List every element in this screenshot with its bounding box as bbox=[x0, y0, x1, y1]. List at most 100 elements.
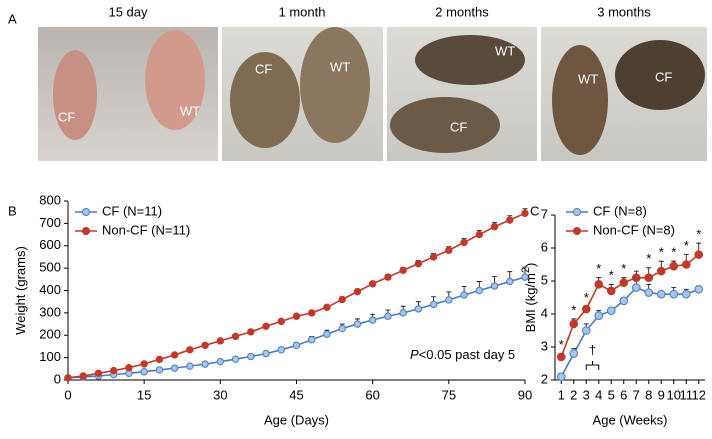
y-axis-label-part: ) bbox=[523, 263, 538, 267]
marker bbox=[429, 253, 438, 261]
marker bbox=[399, 309, 407, 317]
marker bbox=[110, 366, 118, 375]
marker bbox=[619, 296, 629, 306]
marker bbox=[140, 368, 148, 376]
marker bbox=[569, 349, 579, 358]
significance-mark: * bbox=[659, 245, 664, 260]
y-tick-label: 700 bbox=[39, 215, 61, 230]
marker bbox=[631, 283, 641, 292]
y-tick-label: 5 bbox=[541, 272, 548, 287]
marker bbox=[247, 352, 255, 361]
bracket bbox=[585, 361, 600, 370]
x-axis-label: Age (Days) bbox=[264, 412, 329, 427]
x-tick-label: 90 bbox=[518, 387, 532, 402]
marker bbox=[94, 369, 103, 377]
x-tick-label: 30 bbox=[213, 387, 227, 402]
legend-marker bbox=[573, 227, 581, 235]
marker bbox=[201, 360, 209, 368]
marker bbox=[384, 273, 392, 281]
significance-mark: * bbox=[559, 337, 564, 352]
marker bbox=[619, 278, 629, 287]
photo-caption: 3 months bbox=[597, 4, 651, 19]
significance-mark: * bbox=[571, 302, 576, 317]
marker bbox=[445, 246, 453, 254]
marker bbox=[125, 363, 133, 372]
significance-mark: * bbox=[646, 251, 651, 266]
x-tick-label: 0 bbox=[64, 387, 71, 402]
marker bbox=[64, 374, 72, 382]
photo-label: WT bbox=[495, 43, 515, 58]
animal bbox=[145, 30, 205, 130]
photo-label: CF bbox=[450, 119, 467, 134]
marker bbox=[308, 336, 316, 344]
significance-mark: * bbox=[596, 261, 601, 276]
marker bbox=[656, 266, 666, 276]
marker bbox=[292, 312, 301, 320]
marker bbox=[277, 317, 285, 326]
significance-mark: * bbox=[696, 226, 701, 241]
x-tick-label: 8 bbox=[645, 387, 652, 402]
marker bbox=[323, 303, 331, 311]
y-axis-label-part: Weight (grams) bbox=[13, 246, 28, 335]
y-tick-label: 6 bbox=[541, 239, 548, 254]
marker bbox=[262, 322, 270, 330]
marker bbox=[368, 316, 377, 324]
marker bbox=[644, 288, 654, 297]
annotation-part: <0.05 past day 5 bbox=[419, 347, 516, 362]
photo-label: CF bbox=[255, 61, 272, 76]
series-line bbox=[560, 286, 700, 378]
marker bbox=[445, 296, 453, 304]
dagger: † bbox=[589, 342, 596, 357]
marker bbox=[669, 289, 679, 299]
marker bbox=[506, 216, 514, 224]
marker bbox=[429, 300, 438, 309]
significance-mark: * bbox=[621, 261, 626, 276]
legend-label: CF (N=11) bbox=[102, 203, 162, 218]
y-tick-label: 100 bbox=[39, 349, 61, 364]
marker bbox=[656, 289, 666, 299]
legend-marker bbox=[573, 208, 581, 216]
significance-mark: * bbox=[609, 268, 614, 283]
y-tick-label: 500 bbox=[39, 260, 61, 275]
marker bbox=[186, 362, 194, 370]
marker bbox=[460, 238, 468, 247]
series-line bbox=[560, 253, 700, 358]
x-tick-label: 10 bbox=[667, 387, 681, 402]
x-tick-label: 3 bbox=[583, 387, 590, 402]
x-tick-label: 12 bbox=[692, 387, 706, 402]
photo-caption: 1 month bbox=[279, 4, 326, 19]
marker bbox=[384, 312, 392, 320]
marker bbox=[681, 260, 691, 269]
marker bbox=[277, 346, 285, 354]
legend-marker bbox=[82, 208, 90, 216]
photo-caption: 2 months bbox=[435, 4, 489, 19]
x-tick-label: 6 bbox=[620, 387, 627, 402]
marker bbox=[231, 332, 240, 341]
marker bbox=[556, 352, 566, 362]
legend-label: Non-CF (N=11) bbox=[102, 222, 190, 237]
marker bbox=[581, 326, 591, 335]
marker bbox=[201, 341, 209, 350]
photo-label: WT bbox=[330, 59, 350, 74]
marker bbox=[460, 291, 468, 299]
marker bbox=[506, 277, 514, 286]
marker bbox=[475, 286, 483, 295]
significance-mark: * bbox=[684, 238, 689, 253]
x-axis-label: Age (Weeks) bbox=[593, 412, 668, 427]
marker bbox=[606, 286, 616, 296]
y-tick-label: 2 bbox=[541, 371, 548, 386]
marker bbox=[338, 295, 346, 304]
y-tick-label: 800 bbox=[39, 192, 61, 207]
animal bbox=[53, 50, 97, 140]
marker bbox=[490, 223, 499, 231]
marker bbox=[262, 349, 270, 358]
x-tick-label: 45 bbox=[289, 387, 303, 402]
marker bbox=[338, 324, 346, 333]
y-axis-label: BMI (kg/m2) bbox=[520, 263, 539, 333]
x-tick-label: 9 bbox=[658, 387, 665, 402]
animal bbox=[390, 97, 500, 153]
marker bbox=[414, 259, 423, 268]
annotation-part: P bbox=[410, 347, 419, 362]
marker bbox=[594, 280, 604, 289]
